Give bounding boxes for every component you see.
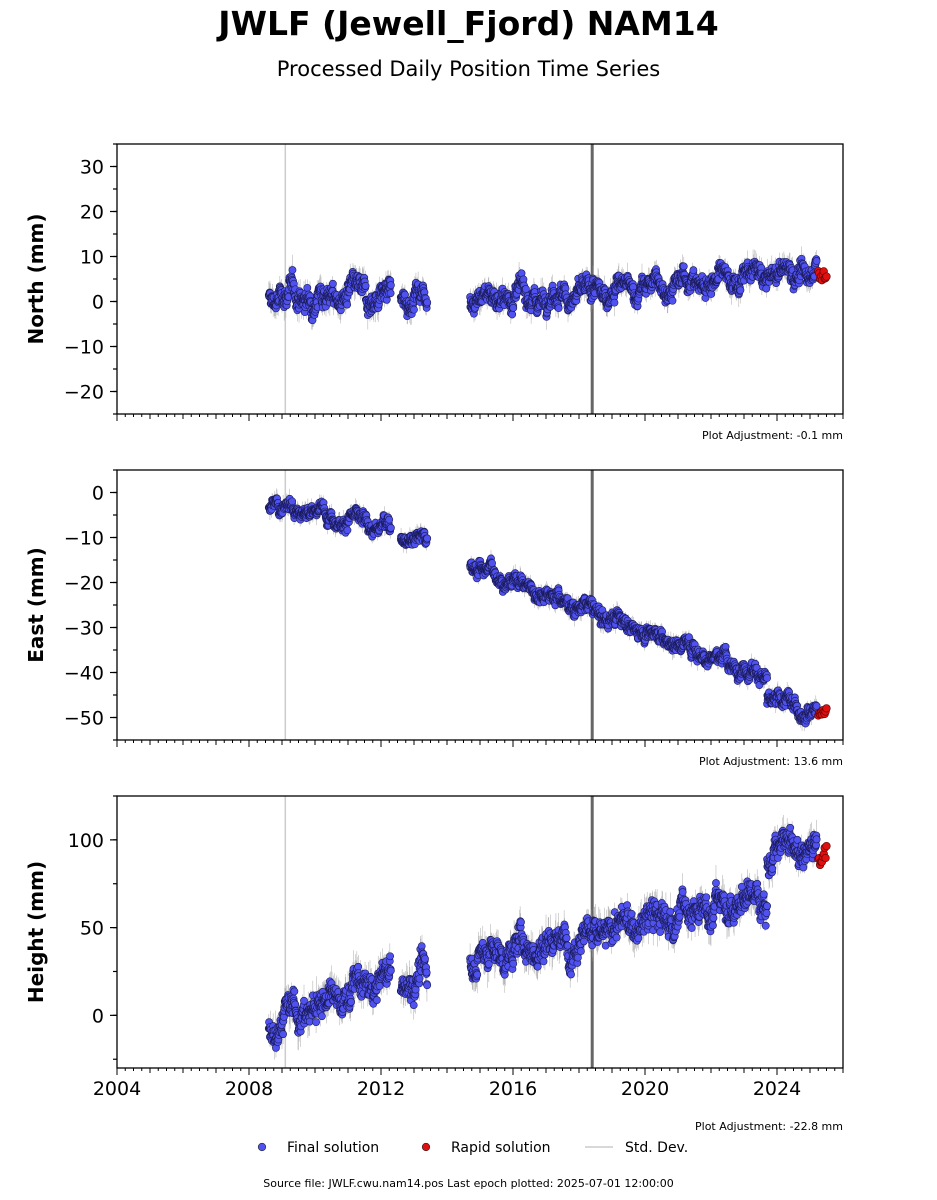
final-point	[423, 534, 432, 543]
final-point	[401, 290, 409, 299]
y-tick-label: 30	[80, 157, 104, 179]
y-tick-label: −10	[64, 337, 104, 359]
x-minor-ticks	[116, 414, 844, 421]
final-solution-points	[264, 494, 821, 728]
final-solution-points	[264, 254, 821, 325]
plot-area	[264, 144, 831, 414]
final-point	[385, 515, 394, 524]
plot-area	[264, 470, 831, 740]
final-point	[812, 257, 821, 265]
final-point	[668, 296, 677, 305]
y-axis-label: North (mm)	[24, 213, 48, 344]
final-point	[288, 497, 297, 506]
final-point	[610, 298, 619, 307]
panel-north: −20 −10 0 10 20 30 North (mm) Plot Adjustment: …	[24, 143, 844, 442]
final-point	[707, 290, 716, 298]
final-point	[736, 286, 745, 295]
y-ticks	[110, 143, 117, 415]
final-point	[410, 305, 418, 314]
y-tick-label: 0	[92, 292, 104, 314]
page-subtitle: Processed Daily Position Time Series	[276, 57, 661, 81]
final-point	[508, 310, 517, 319]
y-tick-label: 10	[80, 247, 104, 269]
final-point	[386, 524, 395, 532]
rapid-point	[822, 272, 831, 281]
plot-adjustment: Plot Adjustment: -0.1 mm	[702, 429, 843, 442]
page-title: JWLF (Jewell_Fjord) NAM14	[218, 4, 719, 43]
rapid-solution-points	[814, 266, 831, 285]
y-tick-label: −20	[64, 382, 104, 404]
final-point	[343, 526, 352, 535]
final-point	[328, 279, 337, 288]
final-point	[386, 281, 395, 290]
final-point	[343, 300, 352, 309]
final-point	[488, 559, 496, 568]
final-point	[288, 266, 297, 274]
final-point	[689, 266, 698, 275]
final-point	[509, 304, 518, 312]
final-point	[361, 281, 370, 290]
y-tick-label: 20	[80, 202, 104, 224]
final-point	[522, 285, 530, 293]
final-point	[386, 289, 395, 298]
final-point	[762, 284, 771, 293]
final-point	[423, 298, 432, 307]
final-point	[303, 283, 312, 292]
final-point	[554, 304, 563, 313]
final-point	[679, 262, 688, 271]
